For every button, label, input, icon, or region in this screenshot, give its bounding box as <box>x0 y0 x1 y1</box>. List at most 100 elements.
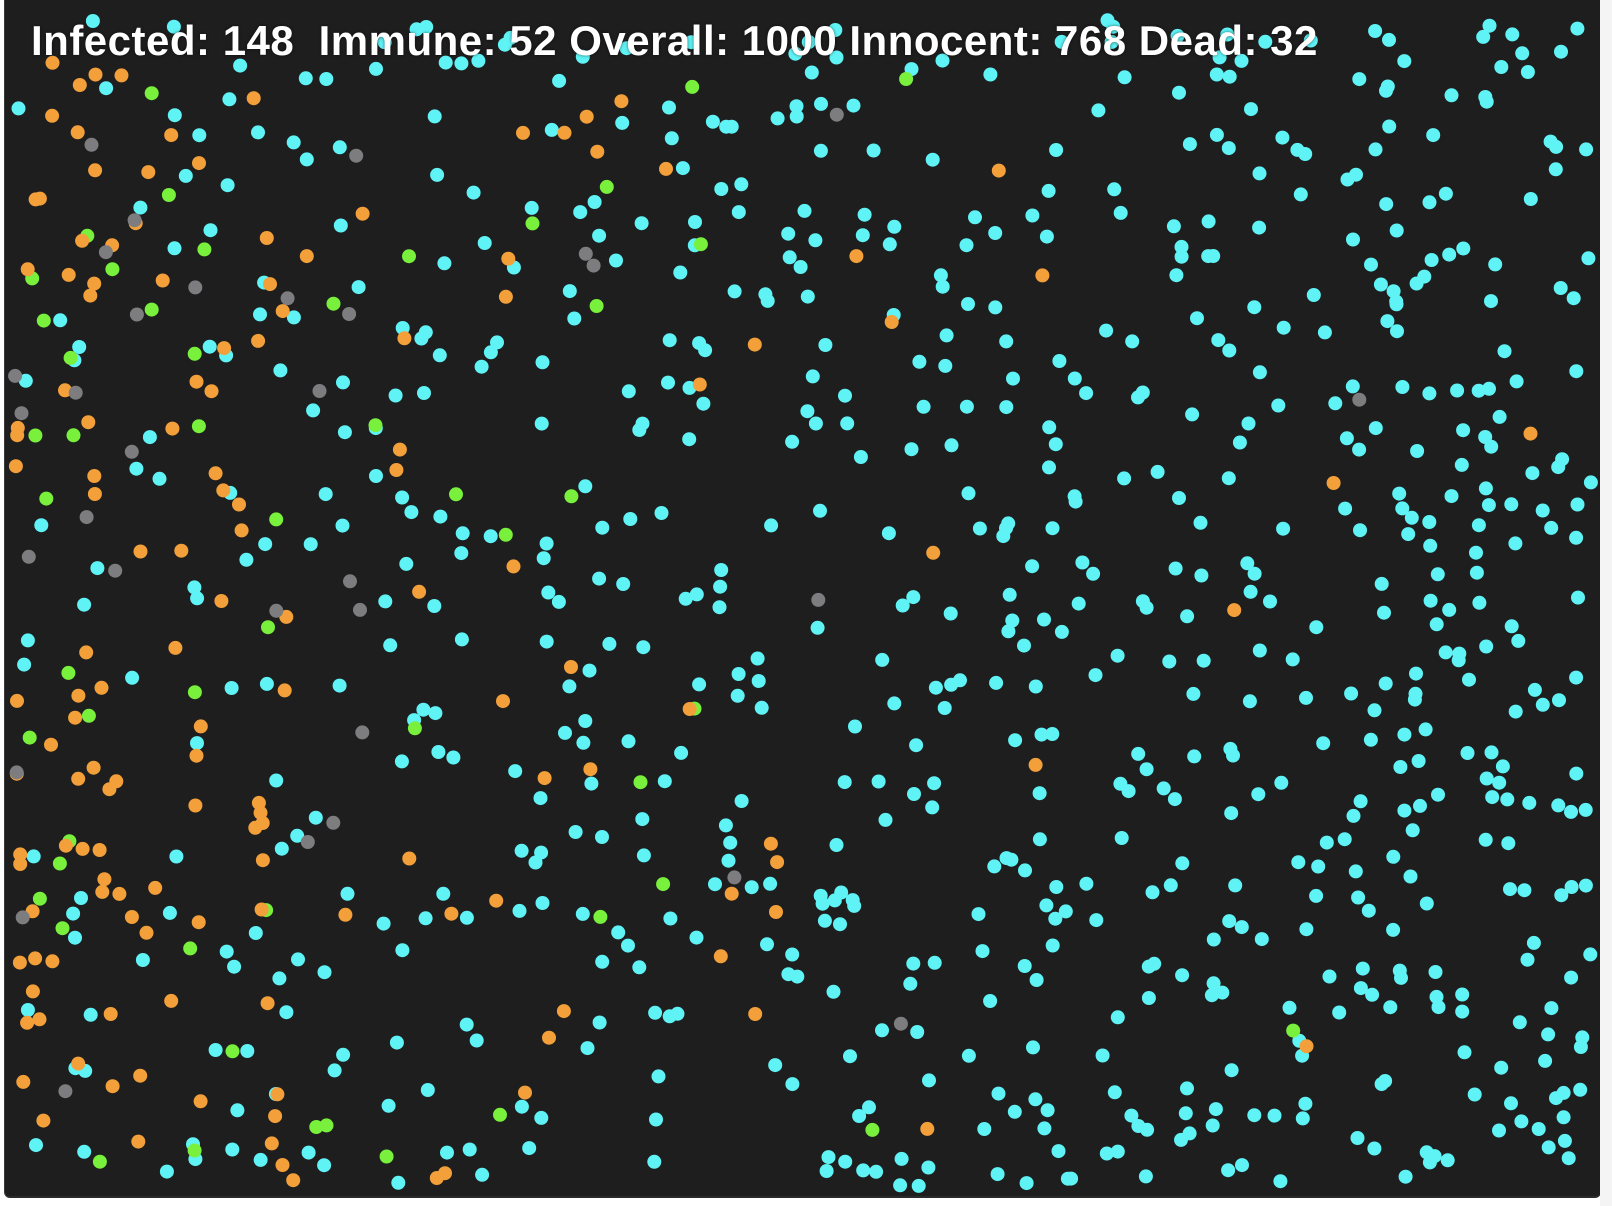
infected-person <box>279 609 294 624</box>
immune-count: 52 <box>509 17 558 64</box>
innocent-person <box>1419 896 1434 911</box>
innocent-person <box>1174 239 1189 254</box>
innocent-person <box>1168 561 1183 576</box>
innocent-person <box>959 399 974 414</box>
infected-person <box>193 1094 208 1109</box>
innocent-person <box>1525 466 1540 481</box>
innocent-person <box>1028 679 1043 694</box>
innocent-person <box>750 651 765 666</box>
innocent-person <box>1117 471 1132 486</box>
innocent-person <box>906 590 921 605</box>
innocent-person <box>1500 792 1515 807</box>
innocent-person <box>575 49 590 64</box>
innocent-person <box>66 906 81 921</box>
innocent-person <box>1041 183 1056 198</box>
innocent-person <box>1222 914 1237 929</box>
innocent-person <box>953 673 967 688</box>
immune-person <box>493 1107 507 1122</box>
innocent-person <box>417 386 431 400</box>
innocent-person <box>539 536 554 551</box>
innocent-person <box>909 738 924 753</box>
innocent-person <box>1478 90 1493 104</box>
innocent-person <box>1457 1045 1472 1060</box>
innocent-person <box>939 328 954 343</box>
infected-person <box>164 993 179 1008</box>
innocent-person <box>391 1175 406 1190</box>
infected-person <box>769 905 783 919</box>
innocent-person <box>459 1017 474 1032</box>
innocent-person <box>233 58 248 73</box>
innocent-person <box>1482 18 1497 33</box>
innocent-person <box>514 1099 529 1114</box>
innocent-person <box>1428 965 1443 979</box>
innocent-person <box>928 680 943 695</box>
innocent-person <box>829 50 844 65</box>
infected-person <box>498 289 513 304</box>
infected-person <box>355 206 370 221</box>
innocent-person <box>389 1035 404 1050</box>
infected-person <box>747 337 762 352</box>
innocent-person <box>1397 803 1412 818</box>
innocent-person <box>528 855 543 870</box>
immune-person <box>52 856 67 871</box>
innocent-person <box>751 674 766 688</box>
infected-person <box>83 288 98 303</box>
innocent-person <box>1040 1103 1055 1118</box>
innocent-person <box>1409 666 1423 681</box>
innocent-person <box>1401 527 1416 542</box>
simulation-canvas[interactable] <box>5 0 1601 1196</box>
innocent-person <box>754 700 769 715</box>
innocent-person <box>1429 989 1444 1004</box>
innocent-person <box>1484 439 1499 454</box>
innocent-person <box>1131 1119 1146 1133</box>
innocent-person <box>248 926 263 940</box>
innocent-person <box>1141 959 1156 974</box>
innocent-person <box>395 490 410 505</box>
innocent-person <box>1180 1081 1194 1096</box>
immune-person <box>144 86 159 101</box>
innocent-person <box>587 195 602 209</box>
innocent-person <box>1174 1132 1188 1147</box>
innocent-person <box>20 633 35 648</box>
innocent-person <box>1566 291 1581 306</box>
innocent-person <box>26 849 41 864</box>
innocent-person <box>1163 878 1178 893</box>
innocent-person <box>632 960 647 975</box>
immune-person <box>379 1149 394 1164</box>
innocent-person <box>904 442 919 457</box>
innocent-person <box>1564 970 1579 985</box>
innocent-person <box>989 675 1004 690</box>
infected-person <box>926 545 941 560</box>
innocent-person <box>167 241 182 256</box>
innocent-person <box>222 92 237 107</box>
infected-person <box>13 857 28 871</box>
innocent-person <box>684 35 699 50</box>
infected-person <box>191 915 206 930</box>
innocent-person <box>592 1015 607 1030</box>
immune-person <box>589 299 604 313</box>
innocent-person <box>522 1141 537 1156</box>
infected-person <box>259 231 274 245</box>
innocent-person <box>1186 686 1201 701</box>
simulation-area[interactable]: Infected: 148 Immune: 52 Overall: 1000 I… <box>4 0 1601 1198</box>
dead-person <box>280 291 295 306</box>
innocent-person <box>1205 1118 1220 1133</box>
innocent-person <box>1344 686 1359 701</box>
immune-person <box>144 302 159 317</box>
innocent-person <box>1316 736 1331 751</box>
innocent-person <box>764 518 779 533</box>
innocent-person <box>925 800 940 815</box>
infected-person <box>1227 603 1242 618</box>
innocent-person <box>785 434 800 449</box>
dead-label: Dead: <box>1138 17 1258 64</box>
innocent-person <box>1032 832 1047 847</box>
innocent-person <box>882 237 897 252</box>
innocent-person <box>336 375 350 390</box>
innocent-person <box>1492 409 1507 424</box>
innocent-person <box>1243 584 1258 599</box>
innocent-person <box>1535 503 1550 518</box>
innocent-person <box>1131 746 1146 761</box>
innocent-person <box>251 125 265 140</box>
innocent-person <box>800 404 815 419</box>
dead-person <box>829 107 844 122</box>
